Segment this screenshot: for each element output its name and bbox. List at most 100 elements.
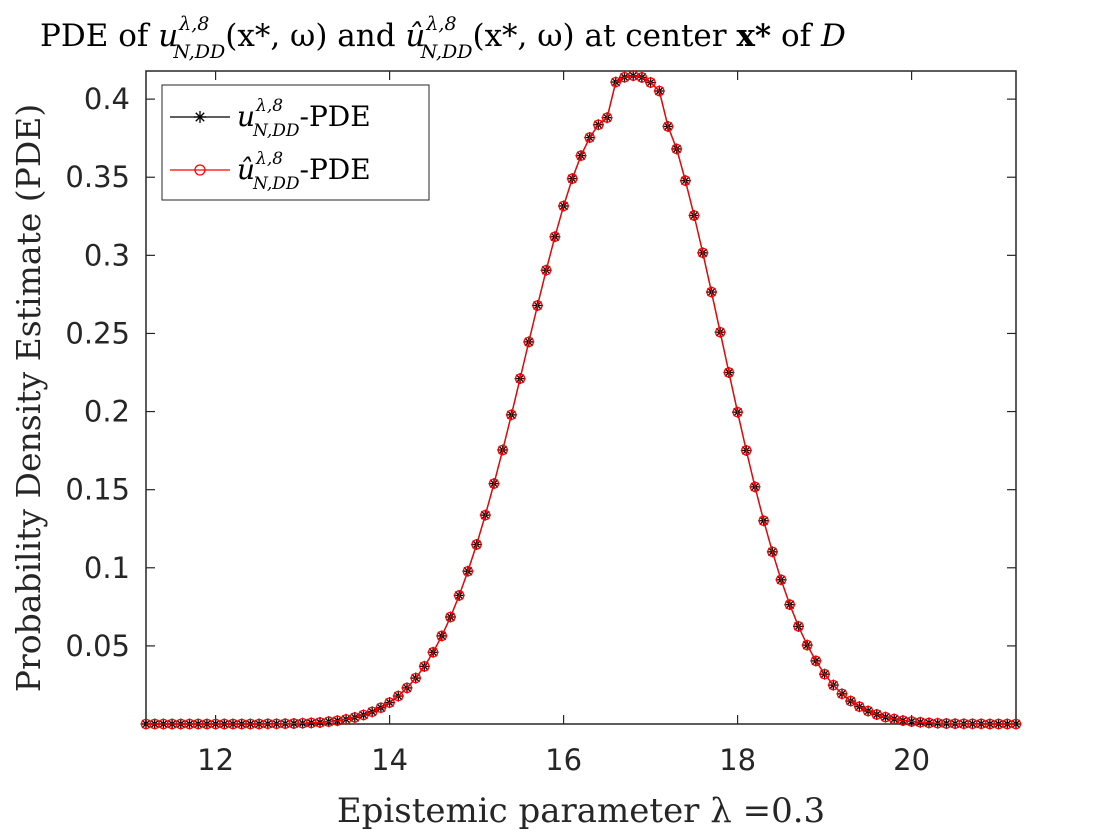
y-tick-label: 0.4 [84,82,130,116]
legend-entry-series-1: uλ,8 N,DD-PDE [170,96,371,141]
data-point-circle [549,231,561,242]
data-point-circle [462,565,474,577]
data-point-circle [427,647,439,658]
data-point-circle [636,72,648,83]
series-2 [140,70,1022,730]
data-point-circle [828,679,839,691]
data-point-circle [488,478,500,489]
data-point-circle [384,697,395,708]
data-point-circle [662,121,674,132]
series-markers-2 [140,70,1022,730]
y-tick-label: 0.35 [65,160,130,194]
data-point-circle [523,336,535,348]
legend-label-series-1: uλ,8 N,DD-PDE [237,96,371,141]
title-uhat-sub: N,DD [420,41,473,63]
y-tick-label: 0.05 [65,629,130,663]
data-point-circle [471,539,482,550]
data-point-circle [854,701,865,712]
data-point-circle [497,444,508,456]
x-tick-label: 12 [197,743,234,777]
data-point-circle [601,112,613,123]
data-point-circle [610,76,622,88]
data-point-circle [784,599,796,610]
data-point-circle [593,119,604,130]
legend-marker-series-2 [194,164,206,176]
data-point-circle [654,85,665,97]
data-point-circle [714,326,726,338]
x-axis: 12 14 16 18 20 [197,71,930,777]
y-tick-label: 0.2 [84,395,130,429]
legend: uλ,8 N,DD-PDE ûλ,8 N,DD-PDE [161,84,430,201]
data-point-asterisk [194,111,206,123]
chart-title: PDE of uλ,8 N,DD(x*, ω) and ûλ,8 N,DD(x*, … [40,13,846,63]
title-u-sup: λ,8 [178,13,209,35]
data-point-circle [558,200,569,212]
data-point-circle [836,688,848,700]
data-point-circle [645,77,656,88]
data-point-circle [445,611,456,623]
x-tick-label: 18 [719,743,756,777]
y-axis-title: Probability Density Estimate (PDE) [9,104,48,693]
data-point-circle [584,132,595,143]
data-point-circle [540,264,552,276]
title-u-sub: N,DD [172,41,225,63]
title-point: x* [736,18,771,54]
data-point-circle [706,286,717,298]
data-point-circle [732,406,743,418]
data-point-circle [793,621,804,632]
data-point-circle [453,590,465,601]
data-point-circle [845,695,856,707]
title-prefix: PDE of [40,18,158,54]
data-point-circle [410,672,421,684]
title-middle: and [327,18,405,54]
data-point-circle [401,682,413,694]
data-point-circle [758,515,769,527]
data-point-circle [506,409,517,421]
y-tick-label: 0.15 [65,473,130,507]
data-point-circle [775,574,787,586]
data-point-circle [419,661,430,672]
title-uhat-args: (x*, ω) [472,18,574,54]
x-tick-label: 14 [371,743,408,777]
data-point-circle [680,175,691,186]
data-point-circle [723,367,735,378]
title-domain: D [820,18,846,54]
data-point-circle [801,639,813,651]
data-point-circle [741,445,752,456]
series-line-2 [146,75,1016,725]
data-point-circle [393,690,404,702]
legend-entry-series-2: ûλ,8 N,DD-PDE [170,149,371,194]
title-uhat-base: û [405,18,425,54]
data-point-circle [480,509,491,521]
title-uhat-sup: λ,8 [425,13,456,35]
title-suffix: at center [575,18,737,54]
title-point-suffix: of [771,18,821,54]
data-point-circle [532,300,543,311]
y-tick-label: 0.3 [84,238,130,272]
data-point-circle [194,164,206,176]
data-point-circle [375,702,387,714]
data-point-circle [671,143,682,155]
data-point-circle [810,655,822,667]
data-point-circle [862,705,874,717]
data-point-circle [575,150,587,161]
data-point-circle [749,481,761,493]
y-tick-label: 0.25 [65,316,130,350]
data-point-circle [697,247,709,259]
title-u-base: u [158,18,178,54]
data-point-circle [436,630,448,642]
x-axis-title: Epistemic parameter λ =0.3 [337,791,825,831]
y-tick-label: 0.1 [84,551,130,585]
title-u-args: (x*, ω) [225,18,327,54]
series-layer [140,70,1022,730]
legend-box [161,84,430,201]
legend-label-series-2: ûλ,8 N,DD-PDE [237,149,371,194]
y-axis: 0.05 0.1 0.15 0.2 0.25 0.3 0.35 0.4 [65,82,1016,663]
data-point-circle [514,373,526,384]
data-point-circle [567,173,578,184]
data-point-circle [819,668,830,680]
x-tick-label: 20 [893,743,930,777]
data-point-circle [767,546,778,558]
x-tick-label: 16 [545,743,582,777]
